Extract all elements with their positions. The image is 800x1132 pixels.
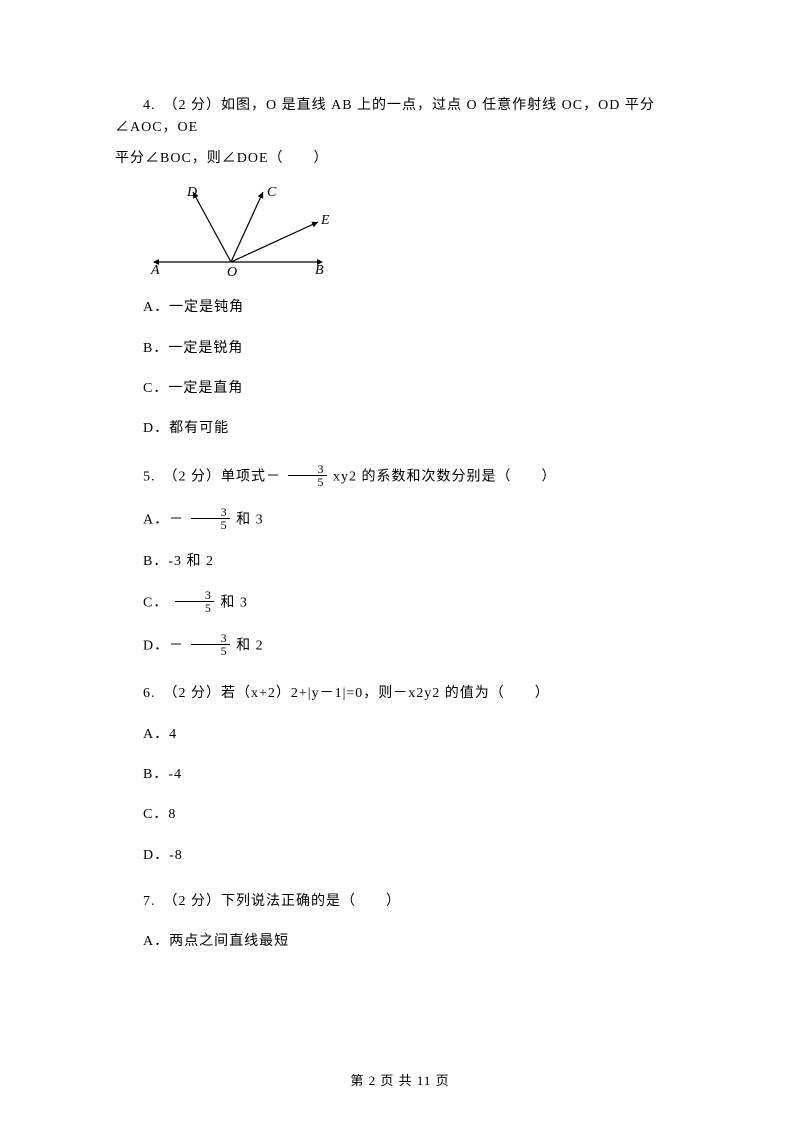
svg-text:A: A (150, 263, 160, 277)
q5-option-a: A．－ 35 和 3 (115, 508, 685, 533)
q5-stem: 5. （2 分）单项式－ 35 xy2 的系数和次数分别是（ ） (115, 465, 685, 490)
q4-option-b: B．一定是锐角 (115, 338, 685, 360)
q5-stem-frac: 35 (288, 463, 327, 488)
q6-option-c: C．8 (115, 804, 685, 826)
svg-text:E: E (320, 213, 330, 228)
q6-option-b: B．-4 (115, 764, 685, 786)
svg-text:C: C (267, 185, 277, 200)
q4-option-a: A．一定是钝角 (115, 297, 685, 319)
q5-stem-suffix: xy2 的系数和次数分别是（ ） (329, 469, 557, 484)
q5-option-b: B．-3 和 2 (115, 551, 685, 573)
q7-stem: 7. （2 分）下列说法正确的是（ ） (115, 891, 685, 913)
q7-option-a: A．两点之间直线最短 (115, 931, 685, 953)
q4-option-d: D．都有可能 (115, 418, 685, 440)
q6-option-a: A．4 (115, 724, 685, 746)
q6-option-d: D．-8 (115, 845, 685, 867)
q5-option-d: D．－ 35 和 2 (115, 634, 685, 659)
q6-stem: 6. （2 分）若（x+2）2+|y－1|=0，则－x2y2 的值为（ ） (115, 683, 685, 705)
q5-d-frac: 35 (191, 632, 230, 657)
q5-c-frac: 35 (175, 589, 214, 614)
page-footer: 第 2 页 共 11 页 (0, 1071, 800, 1092)
q4-line2: 平分∠BOC，则∠DOE（ ） (115, 148, 685, 170)
q5-option-c: C． 35 和 3 (115, 591, 685, 616)
q4-option-c: C．一定是直角 (115, 378, 685, 400)
q4-figure: A O B D C E (143, 182, 685, 277)
q5-a-frac: 35 (191, 506, 230, 531)
svg-text:D: D (186, 185, 197, 200)
q4-line1: 4. （2 分）如图，O 是直线 AB 上的一点，过点 O 任意作射线 OC，O… (115, 95, 685, 140)
svg-text:B: B (315, 263, 324, 277)
q5-stem-prefix: 5. （2 分）单项式－ (143, 469, 286, 484)
svg-text:O: O (227, 265, 237, 277)
